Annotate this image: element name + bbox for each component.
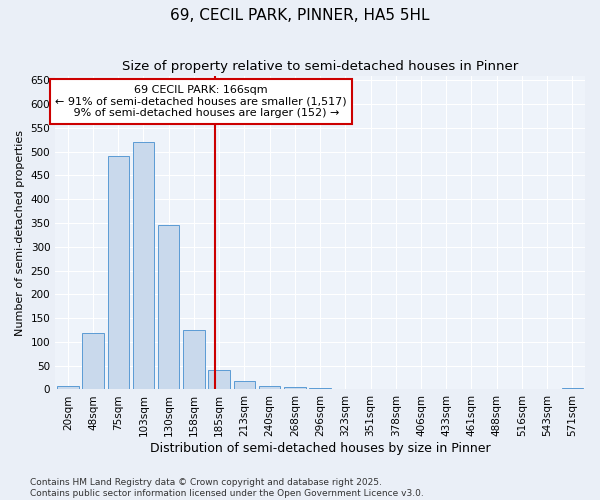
Bar — [284, 387, 305, 390]
Bar — [183, 330, 205, 390]
Bar — [208, 370, 230, 390]
Bar — [57, 386, 79, 390]
Bar — [233, 381, 255, 390]
Title: Size of property relative to semi-detached houses in Pinner: Size of property relative to semi-detach… — [122, 60, 518, 73]
Bar — [133, 142, 154, 390]
Bar — [310, 388, 331, 390]
Y-axis label: Number of semi-detached properties: Number of semi-detached properties — [15, 130, 25, 336]
X-axis label: Distribution of semi-detached houses by size in Pinner: Distribution of semi-detached houses by … — [150, 442, 490, 455]
Text: Contains HM Land Registry data © Crown copyright and database right 2025.
Contai: Contains HM Land Registry data © Crown c… — [30, 478, 424, 498]
Text: 69 CECIL PARK: 166sqm
← 91% of semi-detached houses are smaller (1,517)
   9% of: 69 CECIL PARK: 166sqm ← 91% of semi-deta… — [55, 85, 347, 118]
Text: 69, CECIL PARK, PINNER, HA5 5HL: 69, CECIL PARK, PINNER, HA5 5HL — [170, 8, 430, 22]
Bar — [259, 386, 280, 390]
Bar — [158, 226, 179, 390]
Bar — [107, 156, 129, 390]
Bar — [82, 334, 104, 390]
Bar — [562, 388, 583, 390]
